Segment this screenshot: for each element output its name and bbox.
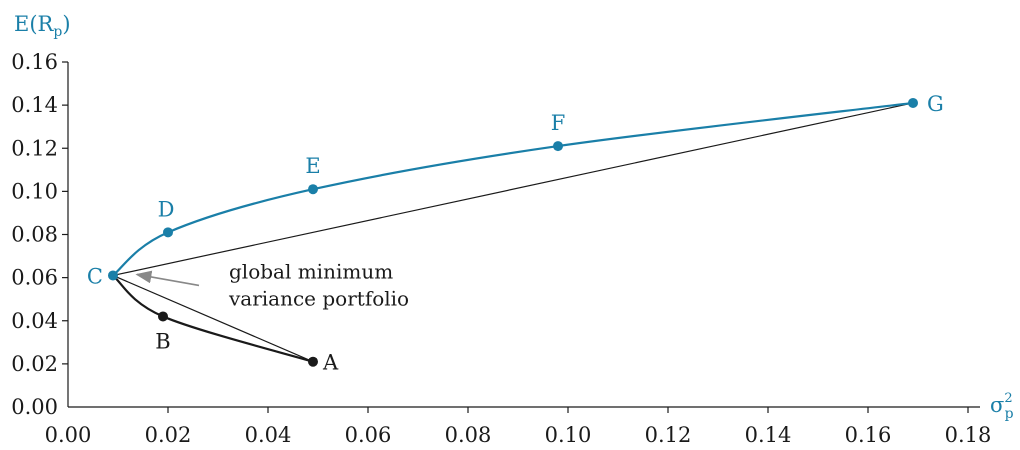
x-tick-label: 0.12 [645,423,692,447]
point-D [163,227,173,238]
x-tick-label: 0.10 [545,423,592,447]
y-axis-title-close: ) [62,12,70,36]
x-tick-label: 0.08 [445,423,492,447]
y-tick-label: 0.10 [11,179,58,203]
x-tick-label: 0.04 [245,423,292,447]
annotation: global minimum variance portfolio [135,259,409,310]
annotation-arrow [135,270,200,287]
data-points: A B C D E F G [87,92,944,375]
x-axis-title-main: σ [990,393,1004,417]
y-axis-title-main: E(R [14,12,55,36]
x-axis-title-sup: 2 [1004,391,1012,406]
inefficient-frontier-curve [112,274,314,363]
chord-C-A [112,274,314,363]
x-tick-label: 0.00 [45,423,92,447]
y-tick-label: 0.02 [11,352,58,376]
x-axis-title-sub: p [1005,406,1014,422]
annotation-line-2: variance portfolio [228,286,409,310]
x-tick-label: 0.14 [745,423,792,447]
y-tick-label: 0.00 [11,395,58,419]
point-label-C: C [87,264,103,288]
x-axis-title: σ2 p [990,391,1014,422]
y-tick-label: 0.06 [11,266,58,290]
y-axis-title-sub: p [53,24,62,40]
point-label-F: F [551,111,566,135]
chord-lines [112,102,914,363]
chord-C-G [112,102,914,277]
point-label-E: E [305,154,320,178]
y-axis-title: E(Rp) [14,12,71,40]
frontier-curves [112,101,914,363]
y-tick-label: 0.14 [11,93,58,117]
axes: 0.00 0.02 0.04 0.06 0.08 0.10 0.12 0.14 0.16 0.18… [11,50,991,447]
x-tick-label: 0.16 [845,423,892,447]
x-tick-label: 0.02 [145,423,192,447]
point-A [308,356,318,367]
point-label-D: D [158,197,175,221]
y-tick-label: 0.16 [11,50,58,74]
point-G [908,97,918,108]
point-label-A: A [322,351,339,375]
x-tick-label: 0.18 [945,423,992,447]
y-tick-label: 0.04 [11,309,58,333]
point-F [553,141,563,152]
point-label-G: G [927,92,944,116]
y-tick-label: 0.12 [11,136,58,160]
point-C [108,270,118,281]
y-tick-label: 0.08 [11,223,58,247]
point-B [158,311,168,322]
point-label-B: B [155,329,170,353]
annotation-line-1: global minimum [229,259,393,283]
x-tick-label: 0.06 [345,423,392,447]
point-E [308,184,318,195]
